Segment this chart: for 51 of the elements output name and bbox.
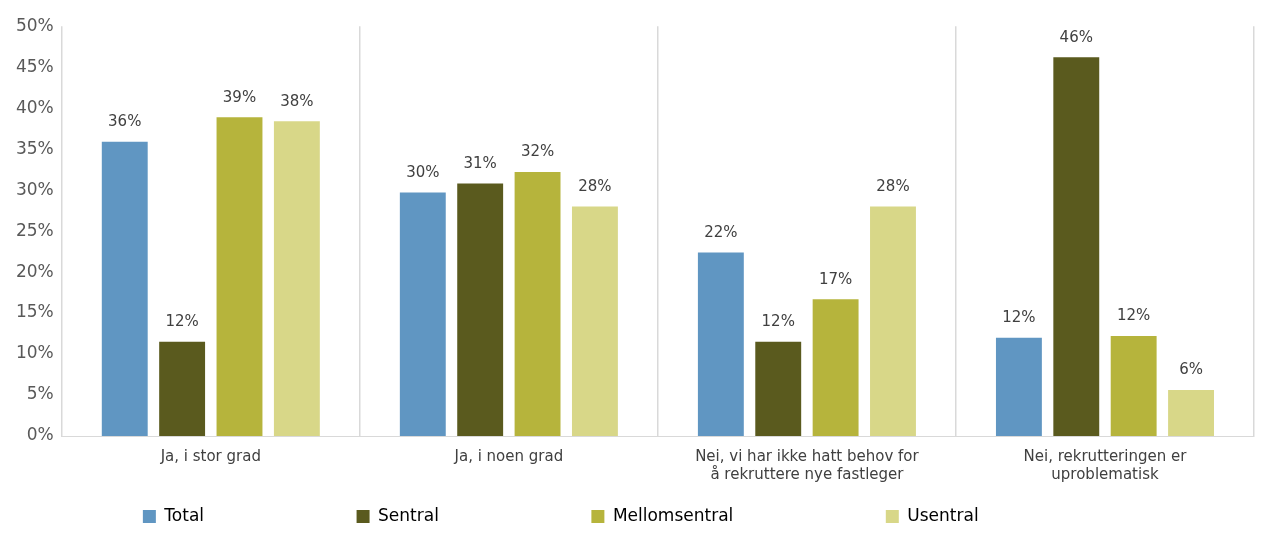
data-label: 12%	[761, 312, 795, 331]
bar	[399, 192, 446, 436]
x-tick-label: Nei, vi har ikke hatt behov for å rekruttere nye fastleger	[695, 446, 920, 483]
data-label: 30%	[406, 162, 440, 181]
data-label: 46%	[1059, 27, 1093, 46]
y-tick-label: 50%	[15, 14, 54, 35]
bar	[870, 206, 916, 436]
bar	[273, 121, 320, 436]
data-label: 22%	[704, 222, 738, 241]
data-label: 28%	[876, 176, 910, 195]
y-tick-label: 30%	[15, 178, 54, 199]
bar	[571, 206, 618, 436]
data-label: 12%	[1116, 306, 1151, 325]
data-label: 6%	[1179, 360, 1203, 379]
y-tick-label: 25%	[15, 219, 54, 240]
x-tick-label: Ja, i noen grad	[453, 446, 564, 465]
bar	[457, 183, 504, 436]
bar	[697, 252, 744, 436]
bar	[159, 341, 206, 436]
y-tick-label: 5%	[26, 383, 54, 404]
y-tick-label: 10%	[15, 342, 54, 363]
bar	[812, 299, 859, 436]
y-tick-label: 40%	[15, 96, 54, 117]
legend-label: Total	[163, 504, 345, 525]
bar	[995, 337, 1042, 436]
data-label: 38%	[280, 91, 314, 110]
y-tick-label: 0%	[26, 424, 54, 445]
data-label: 32%	[520, 142, 555, 161]
bar	[755, 341, 802, 436]
data-label: 31%	[463, 153, 497, 172]
bar	[216, 117, 263, 436]
y-tick-label: 15%	[15, 301, 54, 322]
data-label: 12%	[165, 312, 199, 331]
legend-label: Usentral	[907, 504, 1120, 525]
data-label: 12%	[1002, 308, 1036, 327]
data-label: 36%	[108, 112, 142, 131]
bar	[101, 141, 148, 436]
y-tick-label: 20%	[15, 260, 54, 281]
y-tick-label: 45%	[15, 55, 54, 76]
data-label: 17%	[818, 269, 853, 288]
data-label: 39%	[222, 87, 257, 106]
legend-label: Sentral	[378, 504, 580, 525]
bar	[1110, 336, 1157, 436]
y-tick-label: 35%	[15, 137, 54, 158]
x-tick-label: Ja, i stor grad	[159, 446, 261, 465]
bar	[514, 172, 561, 436]
bar	[1053, 57, 1100, 436]
data-label: 28%	[578, 176, 612, 195]
legend-label: Mellomsentral	[612, 504, 874, 525]
bar	[1168, 390, 1214, 436]
x-tick-label: Nei, rekrutteringen er uproblematisk	[1023, 446, 1188, 483]
